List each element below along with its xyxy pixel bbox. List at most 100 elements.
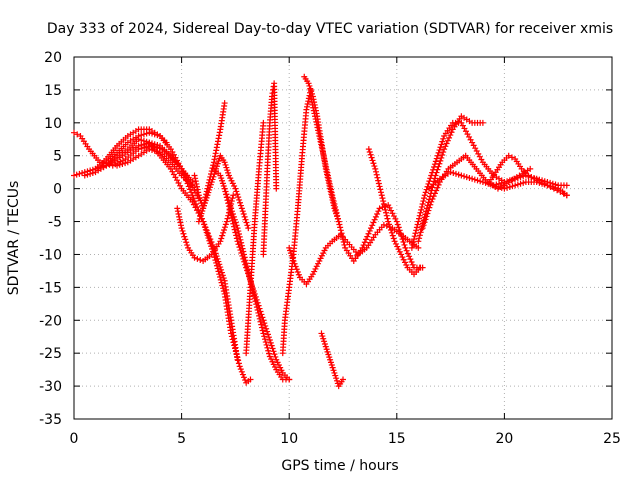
data-point (361, 239, 368, 246)
data-point (504, 184, 511, 191)
data-point (320, 335, 327, 342)
data-point (140, 137, 147, 144)
data-point (337, 224, 344, 231)
data-point (312, 116, 319, 123)
data-point (140, 131, 147, 138)
data-point (263, 341, 270, 348)
data-point (471, 176, 478, 183)
data-point (272, 353, 279, 360)
data-point (220, 183, 227, 190)
data-point (278, 367, 285, 374)
data-point (266, 350, 273, 357)
data-point (375, 180, 382, 187)
data-point (295, 271, 302, 278)
data-point (447, 169, 454, 176)
data-point (313, 263, 320, 270)
data-point (436, 147, 443, 154)
data-point (188, 189, 195, 196)
data-point (325, 175, 332, 182)
data-point (219, 177, 226, 184)
data-point (200, 202, 207, 209)
data-point (222, 161, 229, 168)
data-point (418, 206, 425, 213)
data-point (326, 178, 333, 185)
data-point (329, 192, 336, 199)
data-point (154, 132, 161, 139)
x-tick-label: 10 (280, 431, 298, 447)
data-point (329, 195, 336, 202)
data-point (261, 320, 268, 327)
series-arc-08 (191, 152, 252, 232)
data-point (217, 276, 224, 283)
data-point (365, 146, 372, 153)
data-point (256, 305, 263, 312)
data-point (225, 200, 232, 207)
data-point (206, 176, 213, 183)
data-point (376, 183, 383, 190)
data-point (237, 247, 244, 254)
data-point (530, 174, 537, 181)
data-point (151, 147, 158, 154)
data-point (205, 235, 212, 241)
data-point (447, 132, 454, 139)
data-point (369, 222, 376, 229)
data-point (262, 339, 269, 346)
data-point (71, 129, 77, 136)
data-point (402, 244, 409, 251)
data-point (385, 218, 392, 225)
data-point (438, 154, 445, 161)
data-point (310, 107, 317, 114)
data-point (234, 238, 241, 245)
data-point (223, 194, 230, 201)
data-point (261, 333, 268, 340)
data-point (560, 190, 567, 197)
data-point (372, 168, 379, 175)
data-point (242, 261, 249, 268)
data-point (271, 351, 278, 358)
data-point (424, 210, 431, 217)
series-arc-19 (365, 146, 424, 278)
data-point (474, 177, 481, 184)
data-point (326, 180, 333, 187)
data-point (243, 219, 250, 226)
data-point (512, 182, 519, 189)
data-point (423, 213, 430, 220)
data-point (277, 364, 284, 371)
data-point (290, 258, 297, 265)
data-point (397, 230, 404, 237)
data-point (237, 202, 244, 209)
data-point (231, 342, 238, 349)
data-point (337, 227, 344, 234)
data-point (336, 221, 343, 228)
data-point (228, 211, 235, 218)
data-point (411, 236, 418, 243)
data-point (231, 183, 238, 190)
data-point (191, 198, 198, 205)
data-point (323, 164, 330, 171)
data-point (501, 179, 508, 186)
data-point (469, 175, 476, 182)
data-point (395, 224, 402, 231)
plot-frame (73, 56, 613, 420)
data-point (241, 213, 248, 220)
data-point (359, 244, 366, 251)
data-point (319, 333, 326, 340)
data-point (307, 93, 314, 100)
data-point (450, 170, 457, 177)
data-point (308, 88, 315, 95)
data-point (235, 241, 242, 248)
data-point (179, 227, 186, 234)
data-point (326, 354, 333, 361)
data-point (142, 144, 149, 151)
data-point (208, 243, 215, 250)
data-point (259, 314, 266, 321)
data-point (230, 192, 237, 199)
data-point (286, 244, 293, 251)
data-point (226, 206, 233, 213)
data-point (331, 200, 338, 207)
data-point (315, 130, 322, 137)
data-point (119, 160, 126, 167)
data-point (205, 179, 212, 186)
data-point (373, 171, 380, 178)
